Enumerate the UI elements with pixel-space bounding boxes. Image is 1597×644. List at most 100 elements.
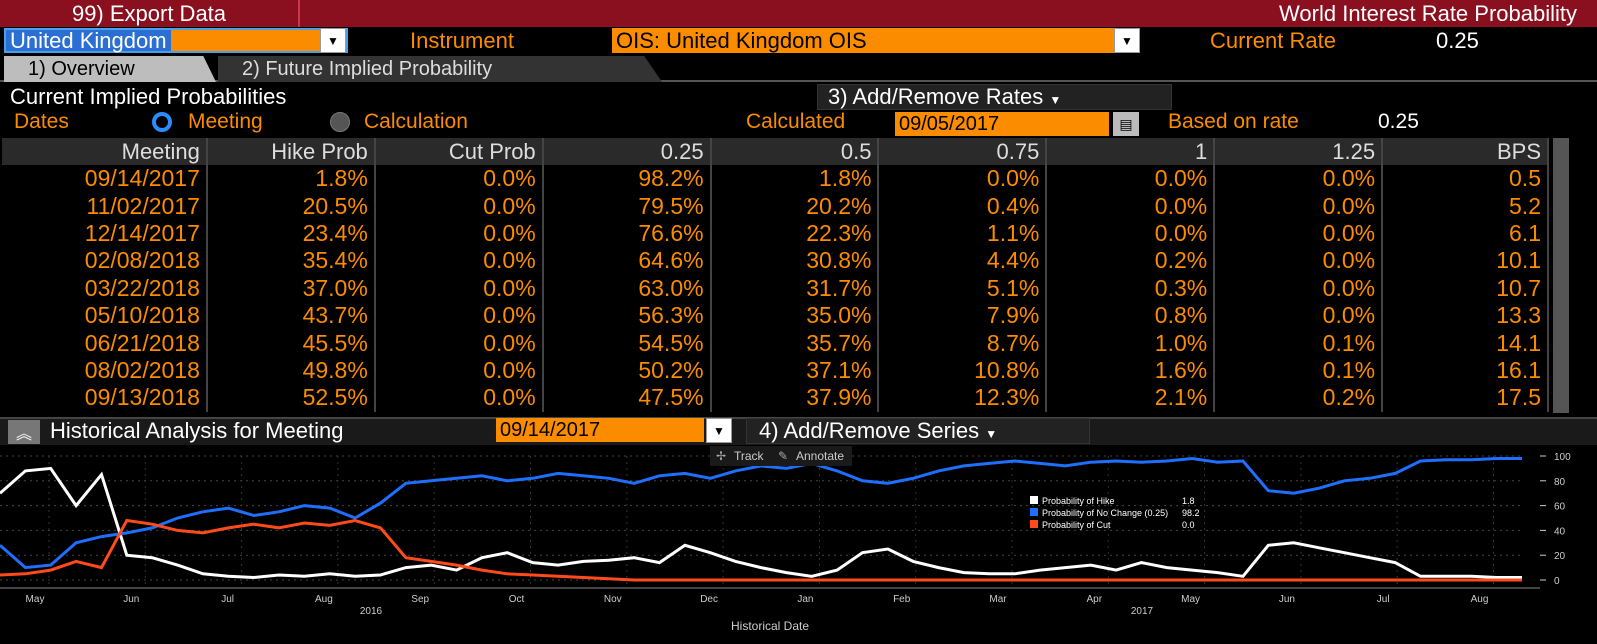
calculated-date-input[interactable]: 09/05/2017: [895, 112, 1109, 136]
table-cell: 8.7%: [878, 329, 1048, 357]
table-cell: 0.3%: [1046, 274, 1216, 302]
table-row[interactable]: 02/08/2018 35.4% 0.0% 64.6% 30.8% 4.4% 0.2% 0.0…: [2, 247, 1549, 275]
table-cell: 10.8%: [878, 356, 1048, 385]
table-cell: 0.0%: [1214, 247, 1384, 275]
year-label: 2016: [360, 606, 383, 617]
table-cell: 0.0%: [1046, 219, 1216, 248]
x-tick-label: Nov: [604, 594, 622, 605]
radio-off-icon: [330, 112, 350, 132]
series-line: [0, 518, 1522, 582]
table-cell: 0.0%: [374, 274, 544, 302]
radio-calculation[interactable]: [330, 112, 350, 132]
table-cell: 1.0%: [1046, 329, 1216, 357]
calendar-icon[interactable]: ▤: [1113, 112, 1139, 136]
add-remove-rates-button[interactable]: 3) Add/Remove Rates ▼: [817, 84, 1172, 110]
instrument-label: Instrument: [410, 28, 514, 53]
instrument-select[interactable]: OIS: United Kingdom OIS: [612, 28, 1116, 53]
meeting-date-input[interactable]: 09/14/2017: [496, 418, 704, 442]
column-header[interactable]: 0.75: [878, 138, 1048, 165]
x-tick-label: Mar: [989, 594, 1007, 605]
column-header[interactable]: 1: [1046, 138, 1216, 165]
export-data-button[interactable]: 99) Export Data: [0, 0, 300, 27]
chevron-down-icon[interactable]: ▼: [320, 28, 346, 53]
column-header[interactable]: Meeting: [2, 138, 208, 165]
tab-overview[interactable]: 1) Overview: [4, 56, 216, 82]
table-cell: 10.7: [1382, 274, 1549, 302]
column-header[interactable]: Hike Prob: [206, 138, 376, 165]
table-cell: 7.9%: [878, 301, 1048, 330]
table-scrollbar[interactable]: [1553, 138, 1569, 413]
x-tick-label: Dec: [700, 594, 718, 605]
table-cell: 43.7%: [206, 301, 376, 330]
tab-future-implied-probability[interactable]: 2) Future Implied Probability: [218, 56, 662, 82]
chevron-down-icon[interactable]: ▼: [706, 418, 732, 443]
table-cell: 2.1%: [1046, 384, 1216, 412]
x-axis-label: Historical Date: [731, 619, 809, 633]
table-cell: 13.3: [1382, 301, 1549, 330]
x-tick-label: May: [1181, 594, 1200, 605]
table-row[interactable]: 09/14/2017 1.8% 0.0% 98.2% 1.8% 0.0% 0.0% 0.0% 0…: [2, 165, 1549, 193]
table-row[interactable]: 03/22/2018 37.0% 0.0% 63.0% 31.7% 5.1% 0.3% 0.0…: [2, 274, 1549, 302]
dates-label: Dates: [14, 110, 69, 133]
table-row[interactable]: 11/02/2017 20.5% 0.0% 79.5% 20.2% 0.4% 0.0% 0.0…: [2, 192, 1549, 220]
chart-grid: [0, 455, 1522, 588]
table-cell: 0.0%: [374, 192, 544, 220]
y-tick-label: 20: [1554, 551, 1566, 562]
column-header[interactable]: 0.25: [542, 138, 712, 165]
table-cell: 52.5%: [206, 384, 376, 412]
legend-swatch: [1030, 508, 1038, 516]
table-cell: 45.5%: [206, 329, 376, 357]
table-cell: 50.2%: [542, 356, 712, 385]
table-cell: 98.2%: [542, 165, 712, 193]
column-header[interactable]: 1.25: [1214, 138, 1384, 165]
table-cell: 17.5: [1382, 384, 1549, 412]
table-row[interactable]: 06/21/2018 45.5% 0.0% 54.5% 35.7% 8.7% 1.0% 0.1…: [2, 329, 1549, 357]
table-row[interactable]: 12/14/2017 23.4% 0.0% 76.6% 22.3% 1.1% 0.0% 0.0…: [2, 219, 1549, 248]
country-select[interactable]: United Kingdom ▼: [4, 28, 348, 53]
table-body: 09/14/2017 1.8% 0.0% 98.2% 1.8% 0.0% 0.0% 0.0% 0…: [2, 165, 1549, 412]
radio-meeting[interactable]: [152, 112, 172, 132]
table-cell: 12.3%: [878, 384, 1048, 412]
calculated-label: Calculated: [746, 110, 846, 133]
add-remove-series-button[interactable]: 4) Add/Remove Series ▼: [746, 418, 1090, 444]
table-cell: 31.7%: [710, 274, 880, 302]
table-row[interactable]: 08/02/2018 49.8% 0.0% 50.2% 37.1% 10.8% 1.6% 0.…: [2, 356, 1549, 385]
table-cell: 0.0%: [374, 219, 544, 248]
legend-value: 0.0: [1182, 520, 1195, 530]
collapse-icon[interactable]: ︽: [8, 420, 40, 444]
table-cell: 0.0%: [374, 384, 544, 412]
historical-chart[interactable]: May Jun Jul Aug Sep Oct Nov Dec Jan Feb Mar Apr May J…: [0, 446, 1597, 644]
x-tick-label: Jun: [1279, 594, 1295, 605]
track-button: Track: [734, 449, 765, 463]
table-cell: 0.0%: [1214, 274, 1384, 302]
table-cell: 10.1: [1382, 247, 1549, 275]
column-header[interactable]: 0.5: [710, 138, 880, 165]
legend-value: 98.2: [1182, 508, 1200, 518]
legend-label: Probability of No Change (0.25): [1042, 508, 1168, 518]
chevron-down-icon[interactable]: ▼: [1114, 28, 1140, 53]
chart-toolbar-bg: [710, 446, 852, 466]
table-cell: 0.0%: [1046, 192, 1216, 220]
current-rate-value: 0.25: [1436, 28, 1479, 53]
chart-toolbar: ✢ Track ✎ Annotate: [710, 446, 852, 466]
y-tick-label: 80: [1554, 477, 1566, 488]
caret-down-icon: ▼: [1049, 93, 1062, 107]
y-tick-label: 0: [1554, 576, 1560, 587]
table-cell: 11/02/2017: [2, 192, 208, 220]
table-cell: 5.2: [1382, 192, 1549, 220]
table-row[interactable]: 05/10/2018 43.7% 0.0% 56.3% 35.0% 7.9% 0.8% 0.0…: [2, 301, 1549, 330]
country-value: United Kingdom: [6, 30, 171, 52]
table-cell: 14.1: [1382, 329, 1549, 357]
table-row[interactable]: 09/13/2018 52.5% 0.0% 47.5% 37.9% 12.3% 2.1% 0.…: [2, 384, 1549, 412]
y-tick-label: 60: [1554, 502, 1566, 513]
window-title: World Interest Rate Probability: [1279, 1, 1577, 26]
table-cell: 35.7%: [710, 329, 880, 357]
table-cell: 20.5%: [206, 192, 376, 220]
table-cell: 0.0%: [374, 247, 544, 275]
table-cell: 63.0%: [542, 274, 712, 302]
chart-lines: [0, 456, 1522, 582]
table-cell: 4.4%: [878, 247, 1048, 275]
column-header[interactable]: BPS: [1382, 138, 1549, 165]
column-header[interactable]: Cut Prob: [374, 138, 544, 165]
table-header-row: Meeting Hike Prob Cut Prob 0.25 0.5 0.75 1 1.25…: [2, 138, 1549, 165]
